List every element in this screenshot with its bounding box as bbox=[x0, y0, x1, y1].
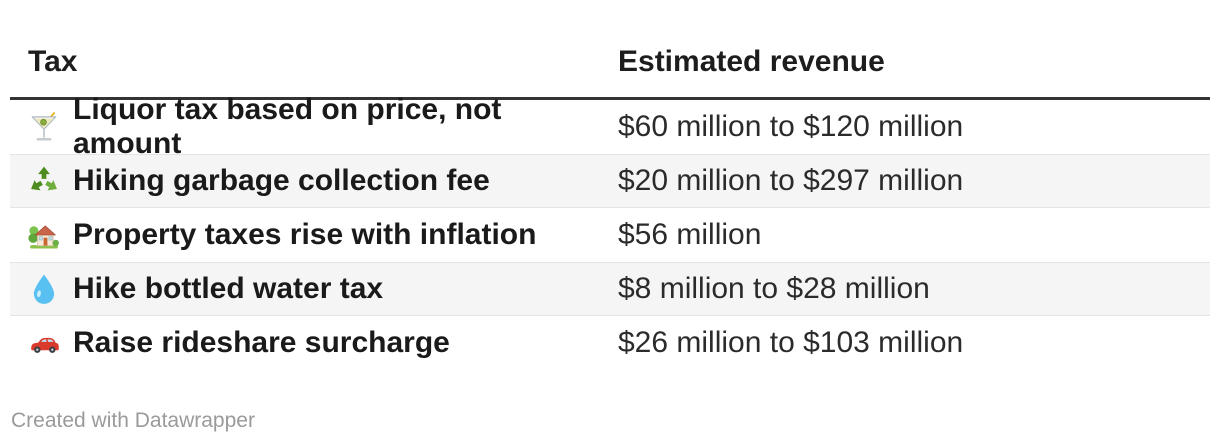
revenue-value: $8 million to $28 million bbox=[618, 272, 930, 305]
table-row: Hike bottled water tax $8 million to $28… bbox=[10, 262, 1210, 316]
column-header-tax: Tax bbox=[28, 45, 78, 78]
droplet-icon bbox=[28, 273, 60, 305]
revenue-value: $56 million bbox=[618, 218, 762, 251]
table-row: Hiking garbage collection fee $20 millio… bbox=[10, 154, 1210, 208]
revenue-value: $60 million to $120 million bbox=[618, 110, 964, 143]
table-row: Property taxes rise with inflation $56 m… bbox=[10, 208, 1210, 262]
table-chart: Tax Estimated revenue bbox=[10, 45, 1210, 432]
tax-label: Hike bottled water tax bbox=[73, 272, 384, 305]
column-header-revenue: Estimated revenue bbox=[618, 45, 885, 78]
tax-label: Hiking garbage collection fee bbox=[73, 164, 490, 197]
house-garden-icon bbox=[28, 219, 60, 251]
cocktail-glass-icon bbox=[28, 111, 60, 143]
tax-label: Raise rideshare surcharge bbox=[73, 326, 450, 359]
table: Tax Estimated revenue bbox=[10, 45, 1210, 370]
revenue-value: $26 million to $103 million bbox=[618, 326, 964, 359]
recycling-icon bbox=[28, 165, 60, 197]
revenue-value: $20 million to $297 million bbox=[618, 164, 964, 197]
table-row: Liquor tax based on price, not amount $6… bbox=[10, 93, 1210, 160]
tax-label: Property taxes rise with inflation bbox=[73, 218, 537, 251]
car-icon bbox=[28, 327, 60, 359]
tax-label: Liquor tax based on price, not amount bbox=[73, 93, 502, 160]
table-header-row: Tax Estimated revenue bbox=[10, 45, 1210, 100]
table-row: Raise rideshare surcharge $26 million to… bbox=[10, 316, 1210, 370]
attribution: Created with Datawrapper bbox=[11, 409, 255, 432]
